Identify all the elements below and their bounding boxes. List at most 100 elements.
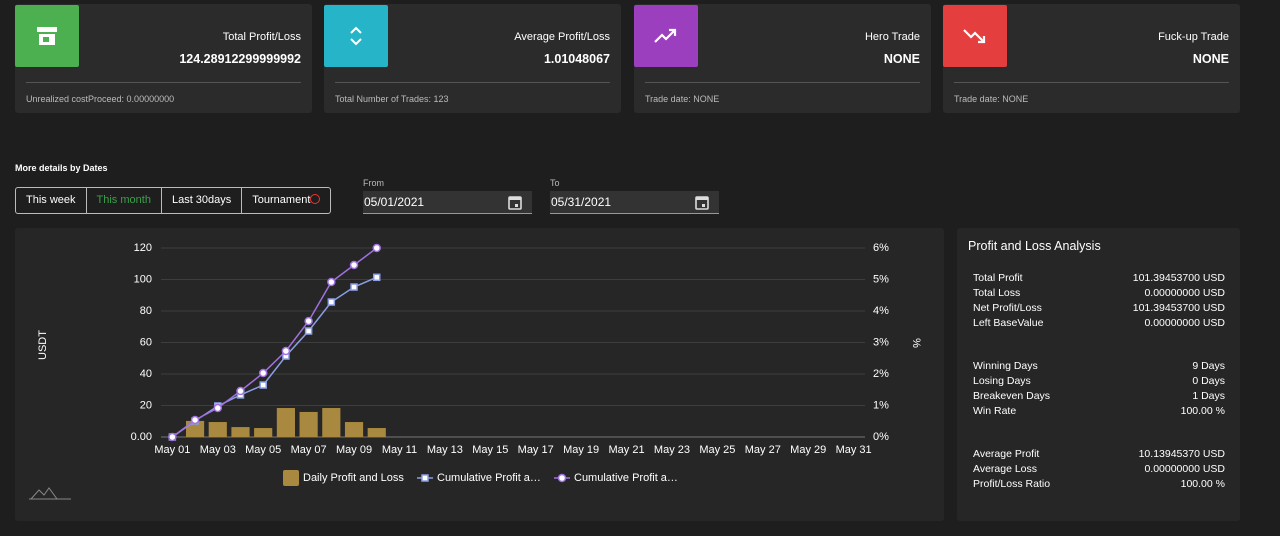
filter-label: Tournament xyxy=(252,194,311,206)
analysis-value: 0.00000000 USD xyxy=(1144,287,1225,299)
analysis-row: Left BaseValue 0.00000000 USD xyxy=(973,317,1225,329)
line-marker xyxy=(258,368,268,378)
analysis-label: Total Loss xyxy=(973,287,1021,299)
analysis-label: Average Profit xyxy=(973,448,1040,460)
y2-tick-label: 4% xyxy=(873,305,889,317)
analysis-value: 1 Days xyxy=(1192,390,1225,402)
card-footer: Unrealized costProceed: 0.00000000 xyxy=(26,94,175,104)
x-tick-label: May 29 xyxy=(790,444,826,456)
x-tick-label: May 25 xyxy=(699,444,735,456)
analysis-label: Losing Days xyxy=(973,375,1031,387)
y-tick-label: 20 xyxy=(140,399,152,411)
line xyxy=(171,247,378,438)
analysis-value: 101.39453700 USD xyxy=(1132,272,1225,284)
legend-label: Daily Profit and Loss xyxy=(303,472,404,484)
analysis-label: Left BaseValue xyxy=(973,317,1044,329)
analysis-label: Average Loss xyxy=(973,463,1038,475)
line-marker xyxy=(349,260,359,270)
line-marker xyxy=(259,381,267,389)
card-title: Average Profit/Loss xyxy=(514,31,610,43)
card-icon xyxy=(15,5,79,67)
analysis-row: Winning Days 9 Days xyxy=(973,360,1225,372)
analysis-row: Losing Days 0 Days xyxy=(973,375,1225,387)
analysis-label: Breakeven Days xyxy=(973,390,1051,402)
analysis-row: Breakeven Days 1 Days xyxy=(973,390,1225,402)
line xyxy=(171,276,378,438)
x-tick-label: May 03 xyxy=(200,444,236,456)
analysis-value: 10.13945370 USD xyxy=(1138,448,1225,460)
line-marker xyxy=(236,386,245,396)
card: Fuck-up Trade NONE Trade date: NONE xyxy=(943,4,1240,113)
x-tick-label: May 27 xyxy=(745,444,781,456)
bar xyxy=(367,428,386,437)
analysis-value: 100.00 % xyxy=(1180,478,1225,490)
date-value: 05/01/2021 xyxy=(364,195,425,209)
chart: USDT % 0.00 20 40 60 80 100 120 0% 1% 2% 3% 4% 5% 6% M… xyxy=(29,242,922,500)
analysis-row: Average Profit 10.13945370 USD xyxy=(973,448,1225,460)
y-tick-label: 120 xyxy=(134,242,152,254)
legend-label: Cumulative Profit a… xyxy=(574,472,678,484)
card-title: Hero Trade xyxy=(864,31,920,43)
analysis-row: Total Loss 0.00000000 USD xyxy=(973,287,1225,299)
x-tick-label: May 31 xyxy=(836,444,872,456)
card: Average Profit/Loss 1.01048067 Total Num… xyxy=(324,4,621,113)
x-tick-label: May 11 xyxy=(382,444,417,456)
line-marker xyxy=(372,273,381,282)
card-footer: Total Number of Trades: 123 xyxy=(335,94,449,104)
to-date: To 05/31/2021 xyxy=(550,178,719,214)
card: Total Profit/Loss 124.28912299999992 Unr… xyxy=(15,4,312,113)
card-title: Total Profit/Loss xyxy=(222,31,301,43)
analysis-label: Profit/Loss Ratio xyxy=(973,478,1051,490)
y-tick-label: 100 xyxy=(134,273,152,285)
card-icon xyxy=(634,5,698,67)
y2-tick-label: 1% xyxy=(873,399,889,411)
date-input[interactable]: 05/31/2021 xyxy=(550,191,719,214)
card-value: 124.28912299999992 xyxy=(179,52,301,66)
line-marker xyxy=(281,346,291,356)
analysis-title: Profit and Loss Analysis xyxy=(968,239,1101,253)
date-value: 05/31/2021 xyxy=(551,195,612,209)
analysis-row: Profit/Loss Ratio 100.00 % xyxy=(973,478,1225,490)
card-value: NONE xyxy=(883,52,920,66)
x-tick-label: May 21 xyxy=(609,444,645,456)
line-marker xyxy=(168,432,177,442)
analysis-value: 0.00000000 USD xyxy=(1144,317,1225,329)
x-tick-label: May 13 xyxy=(427,444,463,456)
y-axis-label: USDT xyxy=(37,330,49,360)
filter-button[interactable]: Tournament xyxy=(242,188,330,213)
card-footer: Trade date: NONE xyxy=(954,94,1029,104)
line-marker xyxy=(327,277,336,287)
date-label: To xyxy=(550,178,560,188)
line-marker xyxy=(304,316,313,326)
bar xyxy=(344,422,364,437)
card-icon xyxy=(324,5,388,67)
legend-swatch xyxy=(421,474,429,482)
filter-button[interactable]: This week xyxy=(16,188,87,213)
filter-group: This week This month Last 30days Tournam… xyxy=(15,187,332,214)
analysis-row: Total Profit 101.39453700 USD xyxy=(973,272,1225,284)
legend-label: Cumulative Profit a… xyxy=(437,472,541,484)
from-date: From 05/01/2021 xyxy=(363,178,532,214)
y2-tick-label: 0% xyxy=(873,431,889,443)
x-tick-label: May 23 xyxy=(654,444,690,456)
x-tick-label: May 09 xyxy=(336,444,372,456)
x-tick-label: May 01 xyxy=(154,444,190,456)
bar xyxy=(254,428,273,437)
analysis-value: 0 Days xyxy=(1192,375,1225,387)
filter-button[interactable]: Last 30days xyxy=(162,188,243,213)
date-input[interactable]: 05/01/2021 xyxy=(363,191,532,214)
analysis-row: Win Rate 100.00 % xyxy=(973,405,1225,417)
analysis-label: Winning Days xyxy=(973,360,1038,372)
line-marker xyxy=(190,415,200,425)
line-marker xyxy=(327,298,336,306)
analysis-value: 0.00000000 USD xyxy=(1144,463,1225,475)
line-marker xyxy=(213,403,223,413)
filter-button[interactable]: This month xyxy=(87,188,162,213)
line-marker xyxy=(350,283,358,291)
card-icon xyxy=(943,5,1007,67)
bar xyxy=(322,408,341,437)
card-value: 1.01048067 xyxy=(543,52,610,66)
y2-axis-label: % xyxy=(910,338,922,348)
card-title: Fuck-up Trade xyxy=(1158,31,1229,43)
